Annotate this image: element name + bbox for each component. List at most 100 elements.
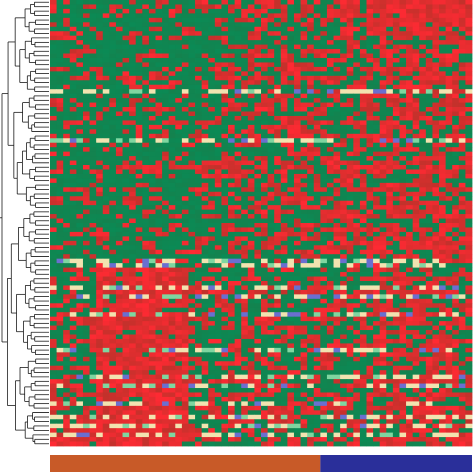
heatmap-cell xyxy=(201,294,209,300)
heatmap-cell xyxy=(359,115,367,121)
heatmap-cell xyxy=(419,307,427,313)
heatmap-cell xyxy=(333,214,341,219)
heatmap-cell xyxy=(168,227,176,233)
heatmap-cell xyxy=(168,187,176,193)
heatmap-cell xyxy=(129,17,137,23)
heatmap-cell xyxy=(307,80,315,86)
heatmap-cell xyxy=(267,129,275,135)
heatmap-cell xyxy=(425,160,433,166)
heatmap-cell xyxy=(300,120,308,126)
heatmap-cell xyxy=(247,66,255,72)
heatmap-cell xyxy=(247,218,255,224)
heatmap-cell xyxy=(452,258,460,264)
heatmap-cell xyxy=(320,196,328,202)
heatmap-cell xyxy=(89,89,97,95)
heatmap-cell xyxy=(346,254,354,260)
heatmap-cell xyxy=(50,160,57,166)
heatmap-cell xyxy=(313,231,321,237)
heatmap-cell xyxy=(181,231,189,237)
heatmap-cell xyxy=(458,151,466,157)
heatmap-cell xyxy=(366,31,374,37)
heatmap-cell xyxy=(465,129,473,135)
heatmap-cell xyxy=(326,84,334,90)
heatmap-cell xyxy=(221,258,229,264)
heatmap-cell xyxy=(346,245,354,251)
heatmap-cell xyxy=(50,205,57,211)
heatmap-cell xyxy=(234,111,242,117)
heatmap-cell xyxy=(320,89,328,95)
heatmap-cell xyxy=(228,156,236,161)
heatmap-cell xyxy=(280,205,288,211)
heatmap-cell xyxy=(201,57,209,63)
heatmap-cell xyxy=(188,71,196,77)
heatmap-cell xyxy=(333,40,341,45)
heatmap-cell xyxy=(76,84,84,90)
heatmap-cell xyxy=(135,182,143,188)
heatmap-cell xyxy=(155,156,163,161)
heatmap-cell xyxy=(115,249,123,255)
heatmap-cell xyxy=(115,129,123,135)
heatmap-cell xyxy=(247,62,255,68)
heatmap-cell xyxy=(109,17,117,23)
heatmap-cell xyxy=(320,187,328,193)
heatmap-cell xyxy=(326,276,334,282)
heatmap-cell xyxy=(333,169,341,175)
heatmap-cell xyxy=(346,124,354,130)
heatmap-cell xyxy=(63,44,71,50)
heatmap-cell xyxy=(82,31,90,37)
heatmap-cell xyxy=(76,205,84,211)
heatmap-cell xyxy=(386,84,394,90)
heatmap-cell xyxy=(379,133,387,139)
heatmap-cell xyxy=(320,156,328,161)
heatmap-cell xyxy=(162,89,170,95)
heatmap-cell xyxy=(234,102,242,108)
heatmap-cell xyxy=(195,254,203,260)
heatmap-cell xyxy=(181,205,189,211)
heatmap-cell xyxy=(181,294,189,300)
heatmap-cell xyxy=(228,17,236,23)
heatmap-cell xyxy=(353,53,361,59)
heatmap-cell xyxy=(234,40,242,45)
heatmap-cell xyxy=(287,165,295,170)
heatmap-cell xyxy=(56,53,64,59)
heatmap-cell xyxy=(162,285,170,291)
heatmap-cell xyxy=(307,227,315,233)
heatmap-cell xyxy=(208,303,216,309)
heatmap-cell xyxy=(254,156,262,161)
heatmap-cell xyxy=(89,285,97,291)
heatmap-cell xyxy=(274,151,282,157)
heatmap-cell xyxy=(274,263,282,268)
heatmap-cell xyxy=(155,173,163,179)
heatmap-cell xyxy=(359,316,367,322)
heatmap-cell xyxy=(373,13,381,19)
heatmap-cell xyxy=(346,182,354,188)
heatmap-cell xyxy=(214,160,222,166)
heatmap-cell xyxy=(458,129,466,135)
heatmap-cell xyxy=(425,307,433,313)
heatmap-cell xyxy=(300,49,308,54)
heatmap-cell xyxy=(148,312,156,318)
heatmap-cell xyxy=(307,44,315,50)
heatmap-cell xyxy=(465,303,473,309)
heatmap-cell xyxy=(56,236,64,242)
heatmap-cell xyxy=(432,156,440,161)
heatmap-cell xyxy=(50,191,57,197)
heatmap-cell xyxy=(254,35,262,41)
heatmap-cell xyxy=(102,107,110,112)
heatmap-cell xyxy=(399,263,407,268)
heatmap-cell xyxy=(353,13,361,19)
heatmap-cell xyxy=(465,191,473,197)
heatmap-cell xyxy=(181,280,189,286)
heatmap-cell xyxy=(69,84,77,90)
heatmap-cell xyxy=(122,142,130,148)
heatmap-cell xyxy=(267,89,275,95)
heatmap-cell xyxy=(412,147,420,153)
heatmap-cell xyxy=(168,173,176,179)
heatmap-cell xyxy=(261,151,268,157)
heatmap-cell xyxy=(359,26,367,32)
heatmap-cell xyxy=(307,35,315,41)
heatmap-cell xyxy=(208,53,216,59)
heatmap-cell xyxy=(445,89,453,95)
heatmap-cell xyxy=(129,66,137,72)
heatmap-cell xyxy=(373,120,381,126)
